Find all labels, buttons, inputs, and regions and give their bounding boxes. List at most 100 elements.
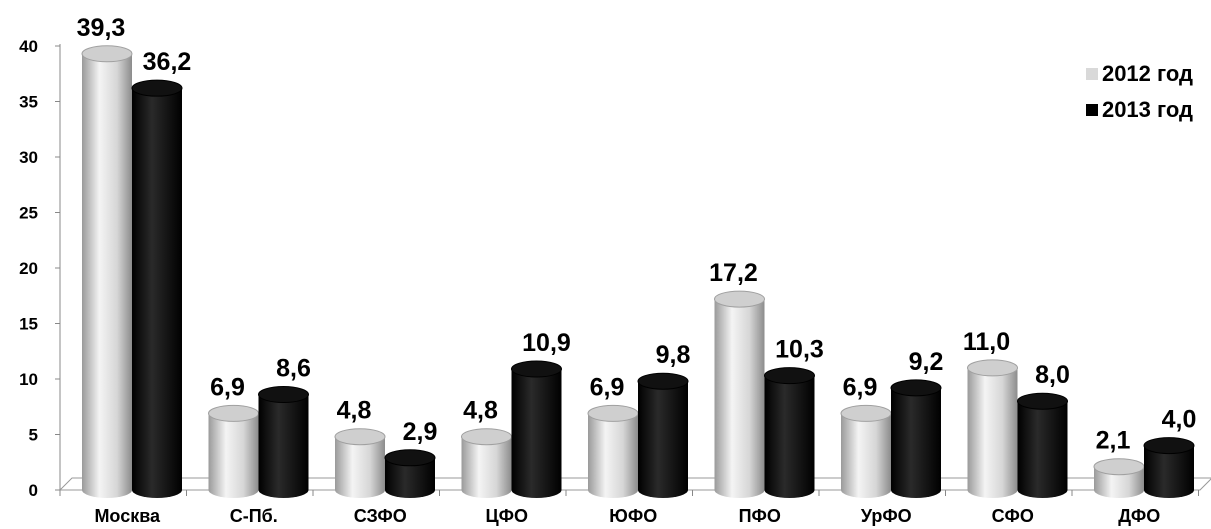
- bar-body: [588, 413, 638, 490]
- bar-body: [714, 299, 765, 490]
- y-tick-label: 20: [19, 259, 38, 278]
- legend-label-2013: 2013 год: [1101, 97, 1193, 122]
- data-label: 2,9: [403, 418, 438, 446]
- data-label: 10,3: [775, 336, 824, 364]
- bar-2013: [511, 360, 562, 498]
- bar-base: [1017, 482, 1068, 498]
- bar-base: [208, 482, 259, 498]
- data-label: 8,6: [276, 355, 311, 383]
- y-tick-label: 15: [19, 315, 38, 334]
- data-label: 17,2: [709, 259, 758, 287]
- bar-2012: [587, 404, 639, 498]
- bar-2012: [967, 359, 1018, 498]
- bar-body: [511, 369, 562, 490]
- bar-2012: [840, 404, 892, 498]
- bar-body: [891, 387, 941, 490]
- x-tick-label: СФО: [992, 506, 1034, 526]
- bar-2013: [131, 79, 183, 498]
- bar-base: [638, 482, 688, 498]
- x-tick-label: ЮФО: [609, 506, 657, 526]
- legend-swatch-2012: [1085, 68, 1098, 80]
- bar-base: [258, 482, 309, 498]
- data-label: 11,0: [963, 328, 1010, 356]
- y-tick-label: 35: [19, 93, 38, 112]
- bar-body: [208, 413, 259, 490]
- bar-2012: [461, 428, 512, 498]
- x-tick-label: Москва: [94, 506, 161, 526]
- data-label: 6,9: [590, 373, 625, 401]
- bar-2013: [258, 386, 309, 498]
- bar-top: [131, 79, 183, 97]
- x-tick-label: ЦФО: [485, 506, 528, 526]
- bar-2013: [384, 449, 436, 498]
- axes: 0 5 10 15 20 25 30 35 40 Москва С-Пб. СЗФО ЦФО ЮФО ПФО…: [19, 37, 1211, 526]
- bar-base: [1094, 482, 1144, 498]
- y-tick-label: 30: [19, 148, 38, 167]
- bars: [81, 45, 1195, 498]
- bar-top: [587, 404, 639, 422]
- bar-top: [208, 404, 259, 422]
- bar-body: [132, 88, 182, 491]
- bar-2013: [1143, 437, 1195, 498]
- bar-base: [335, 482, 385, 498]
- bar-top: [967, 359, 1018, 377]
- bar-base: [714, 482, 765, 498]
- x-tick-label: ДФО: [1118, 506, 1160, 526]
- data-label: 2,1: [1096, 427, 1131, 455]
- bar-base: [967, 482, 1018, 498]
- bar-base: [841, 482, 891, 498]
- data-label: 4,0: [1162, 406, 1197, 434]
- bar-top: [334, 428, 386, 446]
- bar-body: [461, 436, 512, 490]
- bar-top: [714, 290, 765, 308]
- bar-base: [511, 482, 562, 498]
- x-tick-label: С-Пб.: [230, 506, 278, 526]
- bar-top: [1093, 458, 1145, 476]
- data-label: 4,8: [463, 397, 498, 425]
- legend-item-2013: 2013 год: [1085, 92, 1193, 128]
- legend-label-2012: 2012 год: [1101, 61, 1193, 86]
- y-tick-label: 0: [29, 481, 38, 500]
- bar-base: [385, 482, 435, 498]
- bar-2012: [334, 428, 386, 498]
- bar-2012: [714, 290, 765, 498]
- bar-top: [258, 386, 309, 404]
- bar-body: [638, 381, 688, 490]
- bar-top: [461, 428, 512, 446]
- data-label: 6,9: [843, 373, 878, 401]
- bar-body: [258, 394, 309, 490]
- bar-body: [1017, 401, 1068, 490]
- bar-top: [637, 372, 689, 390]
- data-label: 9,2: [909, 348, 944, 376]
- legend: 2012 год 2013 год: [1085, 56, 1193, 128]
- bar-base: [1144, 482, 1194, 498]
- data-label: 6,9: [210, 373, 245, 401]
- bar-body: [82, 53, 132, 491]
- bar-2013: [764, 367, 815, 498]
- data-label: 9,8: [656, 341, 691, 369]
- x-tick-label: СЗФО: [354, 506, 407, 526]
- bar-2013: [890, 379, 942, 498]
- bar-2012: [208, 404, 259, 498]
- bar-2012: [81, 45, 133, 498]
- legend-item-2012: 2012 год: [1085, 56, 1193, 92]
- data-label: 8,0: [1035, 361, 1070, 389]
- y-tick-label: 25: [19, 204, 38, 223]
- bar-top: [511, 360, 562, 378]
- x-tick-label: ПФО: [739, 506, 781, 526]
- bar-base: [891, 482, 941, 498]
- bar-2013: [1017, 392, 1068, 498]
- bar-top: [1143, 437, 1195, 455]
- bar-top: [890, 379, 942, 397]
- bar-top: [384, 449, 436, 467]
- y-tick-label: 10: [19, 370, 38, 389]
- chart-floor: [58, 477, 1211, 491]
- bar-2013: [637, 372, 689, 498]
- bar-top: [81, 45, 133, 63]
- bar-base: [764, 482, 815, 498]
- legend-swatch-2013: [1085, 104, 1098, 116]
- bar-top: [840, 404, 892, 422]
- bar-base: [82, 482, 132, 498]
- bar-2012: [1093, 458, 1145, 498]
